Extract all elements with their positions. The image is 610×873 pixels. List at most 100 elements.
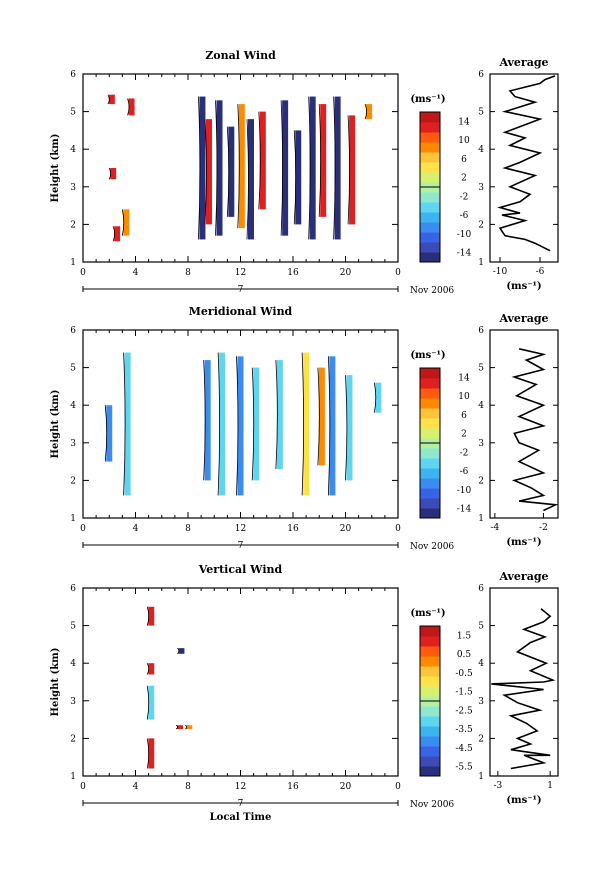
y-tick-label: 1 [70, 258, 76, 268]
avg-y-tick-label: 4 [478, 401, 484, 411]
y-tick-label: 6 [70, 326, 76, 336]
colorbar-tick-label: -2.5 [455, 706, 473, 716]
contour-line [104, 405, 108, 462]
data-swatch [295, 130, 302, 225]
colorbar-segment [420, 418, 440, 429]
contour-line [293, 130, 297, 225]
colorbar-unit: (ms⁻¹) [410, 350, 445, 361]
colorbar-segment [420, 746, 440, 757]
y-axis-label: Height (km) [50, 134, 61, 203]
colorbar-segment [420, 212, 440, 223]
data-swatch [228, 126, 235, 217]
colorbar-tick-label: 14 [458, 373, 470, 383]
avg-x-axis-label: (ms⁻¹) [506, 281, 541, 292]
y-tick-label: 4 [70, 145, 76, 155]
avg-y-tick-label: 6 [478, 70, 484, 80]
colorbar-tick-label: 1.5 [457, 631, 472, 641]
colorbar-segment [420, 252, 440, 263]
avg-y-tick-label: 1 [478, 258, 484, 268]
contour-line [112, 226, 116, 242]
plot-frame [82, 587, 399, 777]
x-tick-label: 12 [235, 782, 246, 792]
x-tick-label: 4 [133, 524, 139, 534]
avg-y-tick-label: 1 [478, 772, 484, 782]
avg-x-tick-label: -10 [493, 267, 508, 277]
data-swatch [106, 405, 113, 462]
colorbar-segment [420, 508, 440, 519]
data-swatch [219, 352, 226, 496]
avg-y-tick-label: 4 [478, 659, 484, 669]
date-label: Nov 2006 [410, 542, 454, 552]
contour-line [175, 724, 179, 730]
colorbar-tick-label: 14 [458, 117, 470, 127]
avg-y-tick-label: 6 [478, 584, 484, 594]
date-marker: 7 [238, 799, 244, 809]
contour-line [246, 119, 249, 240]
contour-line [146, 663, 150, 675]
colorbar-tick-label: -3.5 [455, 725, 473, 735]
average-profile-line [491, 608, 556, 770]
colorbar-segment [420, 428, 440, 439]
colorbar-segment [420, 388, 440, 399]
colorbar-tick-label: -10 [457, 486, 472, 496]
y-tick-label: 3 [70, 183, 76, 193]
contour-line [215, 100, 218, 236]
y-tick-label: 2 [70, 734, 76, 744]
x-tick-label: 8 [185, 268, 191, 278]
colorbar-tick-label: -6 [460, 467, 469, 477]
average-frame [489, 73, 559, 263]
x-tick-label: 16 [287, 782, 299, 792]
colorbar-segment [420, 656, 440, 667]
data-swatch [320, 104, 327, 217]
y-tick-label: 6 [70, 584, 76, 594]
colorbar-segment [420, 122, 440, 133]
x-tick-label: 0 [80, 524, 86, 534]
colorbar-tick-label: 10 [458, 136, 470, 146]
colorbar-segment [420, 666, 440, 677]
data-swatch [238, 104, 245, 229]
colorbar-segment [420, 162, 440, 173]
data-swatch [123, 209, 130, 236]
avg-x-axis-label: (ms⁻¹) [506, 537, 541, 548]
contour-line [204, 119, 207, 225]
x-tick-label: 12 [235, 268, 246, 278]
avg-y-tick-label: 3 [478, 439, 484, 449]
contour-line [203, 360, 206, 481]
colorbar-segment [420, 458, 440, 469]
y-tick-label: 4 [70, 659, 76, 669]
contour-line [226, 126, 230, 217]
colorbar-segment [420, 368, 440, 379]
contour-line [347, 115, 350, 225]
colorbar-tick-label: 10 [458, 392, 470, 402]
y-tick-label: 4 [70, 401, 76, 411]
x-tick-label: 16 [287, 524, 299, 534]
colorbar-tick-label: -10 [457, 230, 472, 240]
contour-line [121, 209, 125, 236]
colorbar-segment [420, 726, 440, 737]
colorbar-segment [420, 478, 440, 489]
avg-x-tick-label: 1 [547, 781, 553, 791]
y-tick-label: 5 [70, 622, 76, 632]
avg-x-tick-label: -2 [539, 523, 548, 533]
contour-line [107, 94, 110, 105]
data-swatch [148, 663, 155, 675]
data-swatch [309, 96, 316, 240]
panel-title: Vertical Wind [198, 563, 283, 576]
data-swatch [148, 685, 155, 720]
colorbar-segment [420, 706, 440, 717]
y-tick-label: 5 [70, 108, 76, 118]
colorbar-segment [420, 626, 440, 637]
colorbar-segment [420, 172, 440, 183]
data-swatch [346, 375, 353, 481]
average-title: Average [498, 312, 548, 325]
colorbar-tick-label: -2 [460, 192, 469, 202]
colorbar-segment [420, 686, 440, 697]
y-tick-label: 5 [70, 364, 76, 374]
data-swatch [148, 606, 155, 626]
data-swatch [329, 356, 336, 496]
colorbar-tick-label: -2 [460, 448, 469, 458]
contour-line [217, 352, 221, 496]
colorbar-segment [420, 378, 440, 389]
data-swatch [206, 119, 212, 225]
colorbar-segment [420, 112, 440, 123]
